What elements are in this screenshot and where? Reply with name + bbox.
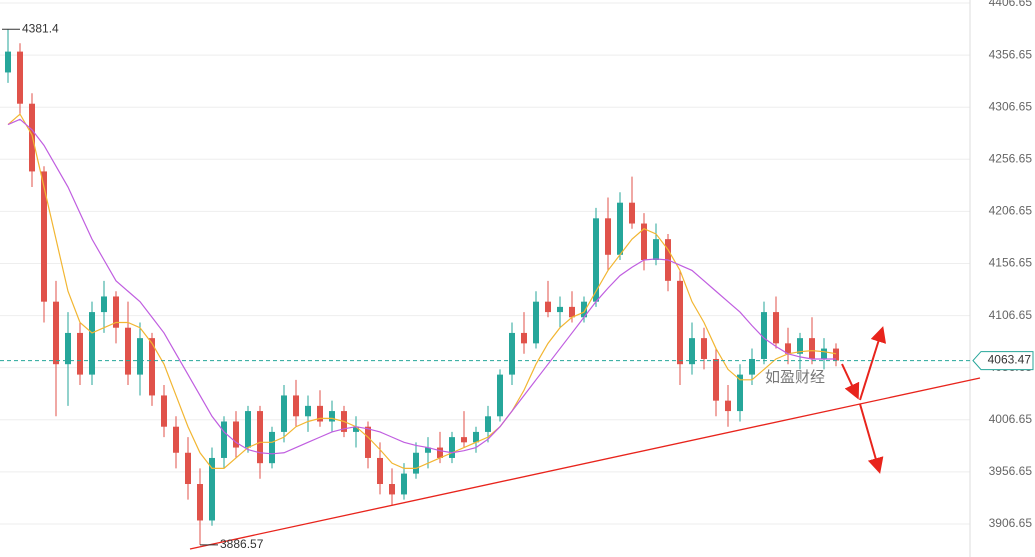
candle-body [137, 338, 143, 375]
candle-body [533, 301, 539, 344]
candle-body [389, 484, 395, 495]
candle-body [569, 306, 575, 318]
candle-body [461, 437, 467, 443]
candle-body [53, 301, 59, 365]
candle-body [77, 332, 83, 375]
candle-body [725, 400, 731, 412]
arrow [841, 363, 860, 400]
candle-body [41, 171, 47, 302]
candle-body [605, 218, 611, 255]
candle-body [701, 338, 707, 359]
candle-body [281, 395, 287, 432]
y-tick-label: 4256.65 [989, 151, 1033, 165]
y-tick-label: 4006.65 [989, 412, 1033, 426]
candle-body [449, 437, 455, 458]
candle-body [221, 421, 227, 458]
candle-body [593, 218, 599, 302]
moving-average [7, 118, 836, 455]
candle-body [149, 338, 155, 396]
y-tick-label: 4306.65 [989, 99, 1033, 113]
candle-body [113, 296, 119, 328]
candle-body [689, 338, 695, 365]
candle-body [197, 484, 203, 521]
low-label: 3886.57 [220, 537, 264, 551]
candle-body [437, 447, 443, 458]
candle-body [713, 358, 719, 401]
candle-body [581, 301, 587, 318]
candle-body [209, 457, 215, 521]
candle-body [89, 312, 95, 375]
candle-body [365, 426, 371, 458]
candle-body [401, 473, 407, 495]
candle-body [473, 431, 479, 443]
candle-body [785, 343, 791, 354]
candle-body [677, 280, 683, 365]
candle-body [641, 223, 647, 260]
y-tick-label: 4106.65 [989, 308, 1033, 322]
candle-body [773, 312, 779, 344]
candle-body [821, 348, 827, 359]
plot [5, 29, 839, 545]
candle-body [521, 332, 527, 344]
y-tick-label: 4206.65 [989, 204, 1033, 218]
candle-body [245, 411, 251, 448]
price-tag [972, 351, 1034, 371]
price-label: 4063.47 [988, 353, 1032, 367]
candle-body [797, 338, 803, 354]
candle-body [653, 239, 659, 260]
candle-body [17, 51, 23, 104]
candle-body [257, 411, 263, 464]
candle-body [185, 452, 191, 485]
arrow [859, 403, 884, 474]
candle-body [293, 395, 299, 417]
candle-body [233, 421, 239, 448]
candle-body [737, 374, 743, 412]
y-tick-label: 3956.65 [989, 464, 1033, 478]
watermark: 如盈财经 [765, 369, 825, 386]
candle-body [749, 358, 755, 375]
y-tick-label: 4356.65 [989, 47, 1033, 61]
arrow [859, 326, 887, 401]
high-label: 4381.4 [22, 21, 59, 35]
candle-body [329, 411, 335, 422]
candle-body [557, 306, 563, 313]
candle-body [305, 405, 311, 417]
candle-body [101, 296, 107, 313]
candle-body [65, 332, 71, 365]
candle-body [761, 312, 767, 359]
y-tick-label: 4406.65 [989, 0, 1033, 9]
candle-body [545, 301, 551, 313]
candle-body [269, 431, 275, 464]
candle-body [317, 405, 323, 422]
trend-line [189, 377, 981, 550]
candle-body [617, 202, 623, 255]
candle-body [377, 457, 383, 485]
candle-body [425, 447, 431, 453]
candle-body [353, 426, 359, 432]
candle-body [833, 348, 839, 361]
moving-average [7, 113, 837, 469]
candle-body [485, 416, 491, 432]
grid [0, 2, 970, 525]
candle-body [809, 338, 815, 359]
candle-body [5, 51, 11, 73]
candle-body [509, 332, 515, 375]
candle-body [125, 327, 131, 375]
candle-body [629, 202, 635, 224]
y-tick-label: 3906.65 [989, 516, 1033, 530]
y-tick-label: 4156.65 [989, 256, 1033, 270]
candle-body [161, 395, 167, 427]
candle-body [413, 452, 419, 474]
candle-body [173, 426, 179, 453]
candle-body [497, 374, 503, 417]
